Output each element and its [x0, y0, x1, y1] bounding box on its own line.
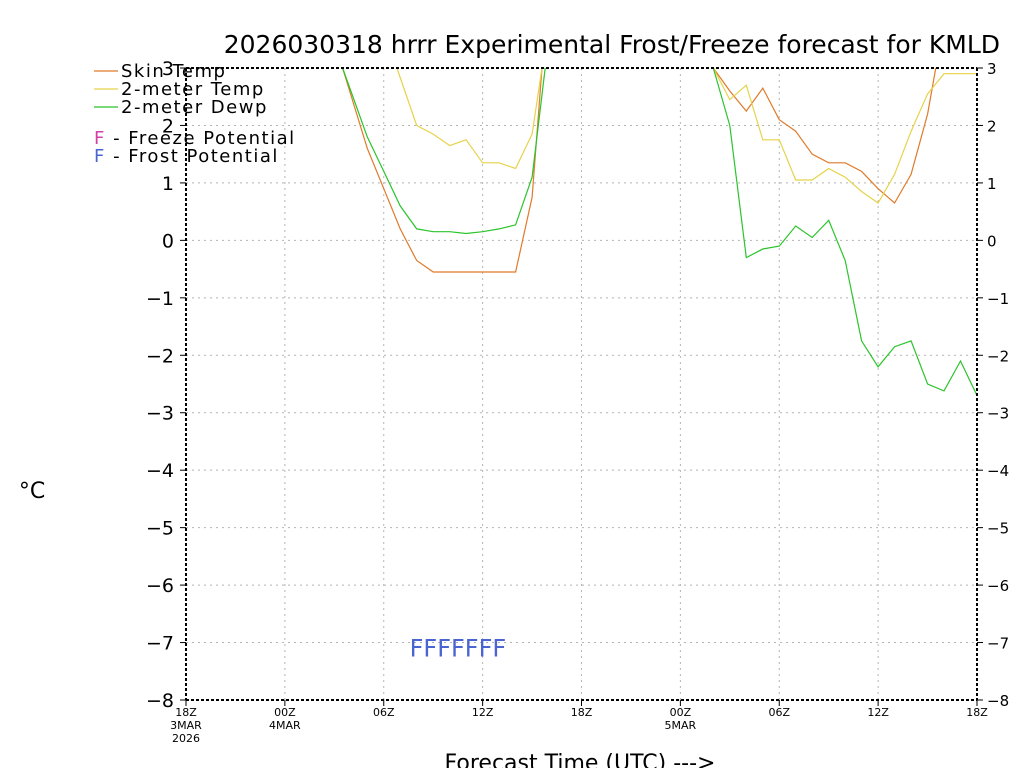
x-tick-label: 3MAR [170, 719, 202, 732]
y-tick-label-right: −6 [987, 577, 1009, 595]
y-tick-label-right: 3 [987, 60, 997, 78]
x-axis-label: Forecast Time (UTC) ---> [445, 751, 716, 768]
x-tick-label: 4MAR [269, 719, 301, 732]
y-tick-label: −7 [146, 633, 174, 655]
frost-potential-markers: FFFFFFF [410, 634, 507, 662]
x-tick-label: 06Z [373, 706, 395, 719]
legend-marker-text: - Frost Potential [106, 146, 279, 167]
x-tick-label: 18Z [175, 706, 197, 719]
y-tick-label: −2 [146, 345, 174, 367]
y-tick-label: −6 [146, 575, 174, 597]
y-tick-label: 2 [162, 115, 174, 137]
grid [186, 68, 977, 700]
legend-marker-symbol: F [94, 146, 106, 167]
series-line-skin-temp [342, 67, 543, 273]
x-tick-label: 18Z [966, 706, 988, 719]
y-tick-label-right: −1 [987, 290, 1009, 308]
y-tick-label: −1 [146, 288, 174, 310]
y-tick-label-right: −8 [987, 692, 1009, 710]
series-lines [342, 67, 978, 396]
series-line-2-meter-dewp [342, 67, 546, 235]
x-tick-label: 18Z [571, 706, 593, 719]
x-tick-label: 12Z [472, 706, 494, 719]
y-tick-label: −8 [146, 690, 174, 712]
x-tick-label: 12Z [867, 706, 889, 719]
y-axis-label: °C [19, 479, 45, 504]
series-line-2-meter-temp [396, 67, 543, 170]
y-tick-label: −3 [146, 403, 174, 425]
y-tick-label: −5 [146, 518, 174, 540]
series-line-2-meter-temp [712, 67, 977, 204]
y-tick-label-right: −2 [987, 347, 1009, 365]
legend-label: 2-meter Temp [121, 79, 265, 100]
x-tick-label: 06Z [768, 706, 790, 719]
y-tick-label-right: −4 [987, 462, 1009, 480]
y-tick-label-right: 2 [987, 117, 997, 135]
x-tick-label: 00Z [274, 706, 296, 719]
series-line-2-meter-dewp [712, 67, 978, 396]
y-tick-label: 0 [162, 230, 174, 252]
legend-label: Skin Temp [121, 61, 226, 82]
legend-marker-text: - Freeze Potential [106, 128, 296, 149]
chart-title: 2026030318 hrrr Experimental Frost/Freez… [224, 30, 1000, 59]
y-tick-label: 1 [162, 173, 174, 195]
legend-marker-label: F - Freeze Potential [94, 128, 296, 149]
x-tick-label: 00Z [670, 706, 692, 719]
legend-marker-label: F - Frost Potential [94, 146, 279, 167]
legend-marker-symbol: F [94, 128, 106, 149]
y-tick-label-right: −3 [987, 405, 1009, 423]
y-tick-label-right: −5 [987, 520, 1009, 538]
axes: −8 −8 −7 −7 −6 −6 −5 −5 −4 −4 −3 −3 −2 −2 −1 −1 0 0 1 1 2 2 3 3… [146, 58, 1009, 745]
y-tick-label: 3 [162, 58, 174, 80]
y-tick-label-right: −7 [987, 635, 1009, 653]
legend-label: 2-meter Dewp [121, 97, 268, 118]
x-tick-label: 2026 [172, 732, 200, 745]
annotations: FFFFFFF [410, 634, 507, 662]
y-tick-label-right: 1 [987, 175, 997, 193]
x-tick-label: 5MAR [665, 719, 697, 732]
y-tick-label-right: 0 [987, 232, 997, 250]
y-tick-label: −4 [146, 460, 174, 482]
